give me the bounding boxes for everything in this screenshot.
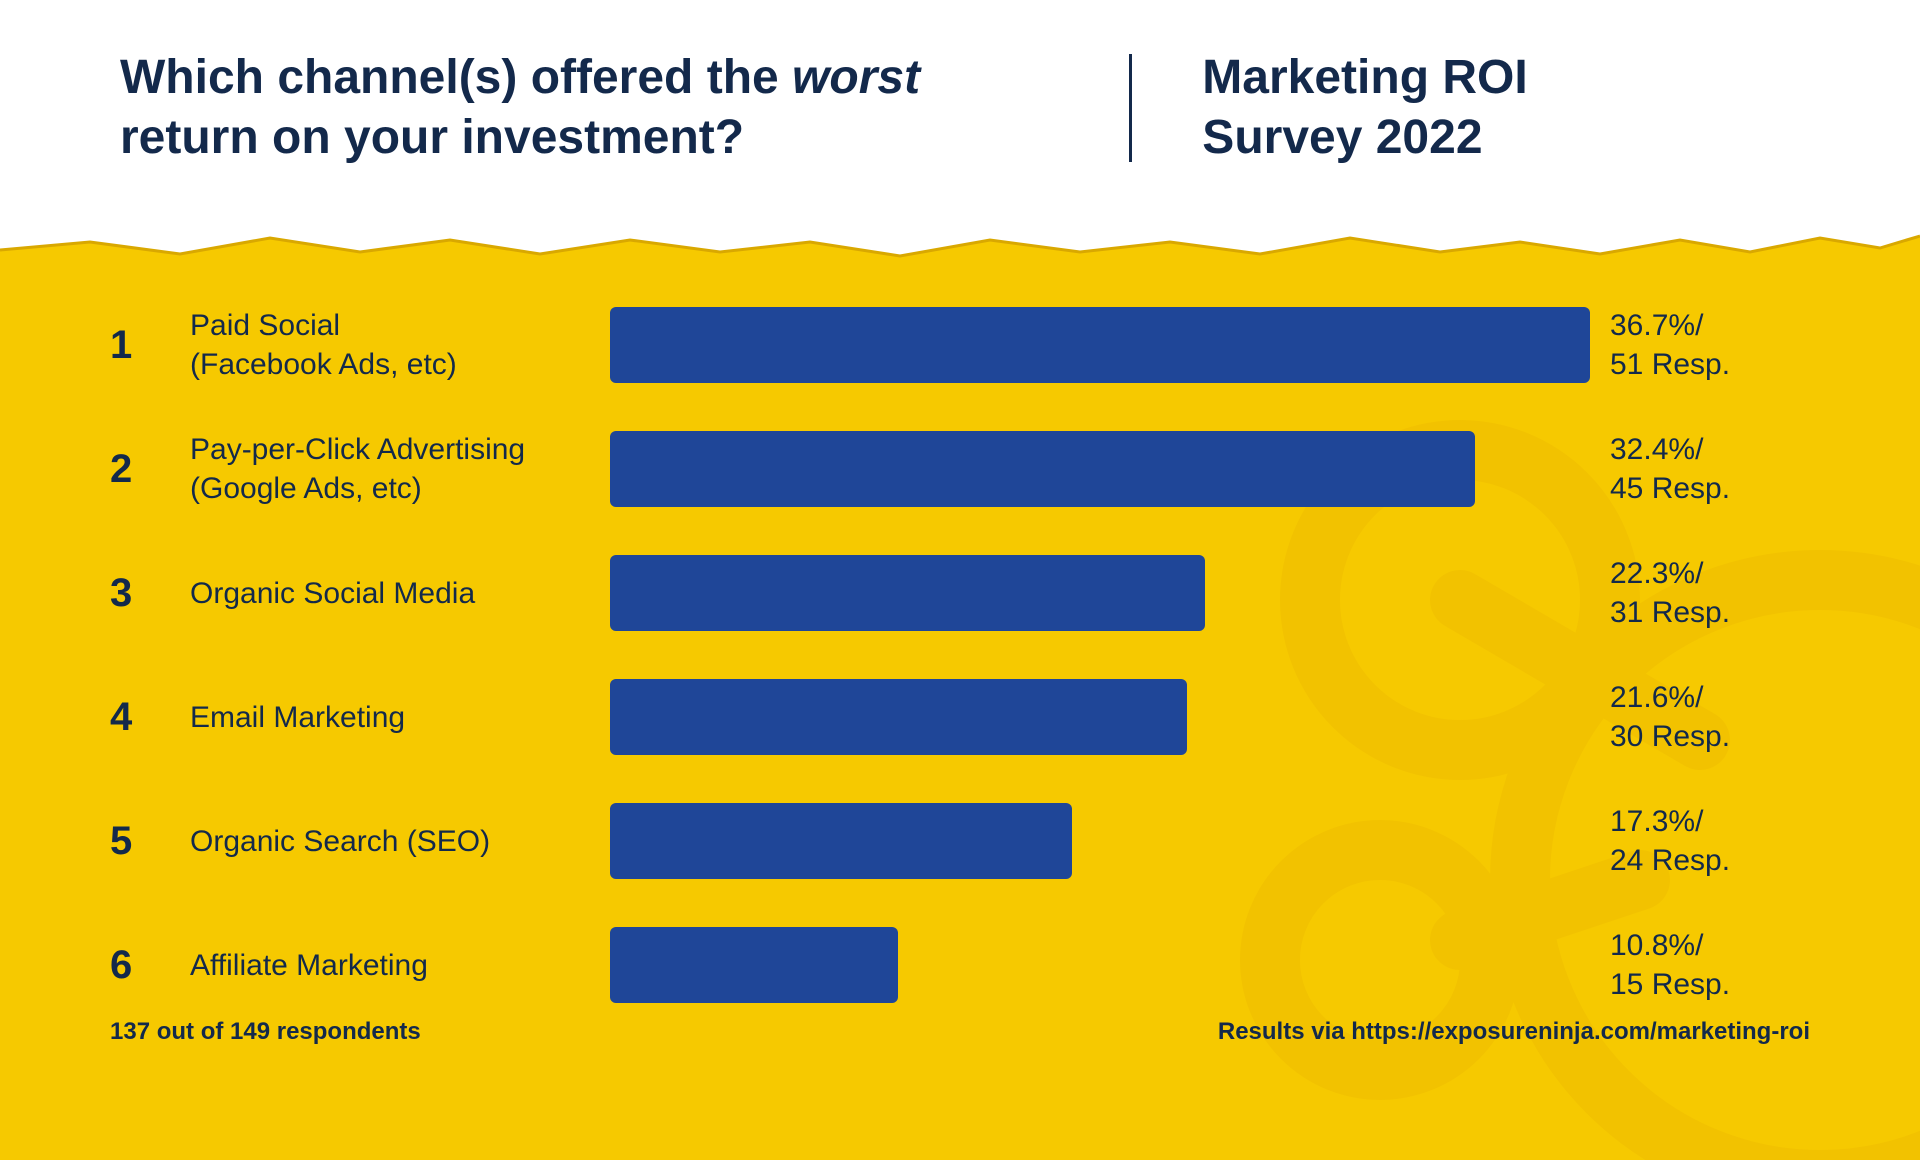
channel-label-line1: Organic Social Media: [190, 577, 475, 610]
rank-number: 5: [110, 819, 170, 864]
value-label: 36.7%/51 Resp.: [1610, 306, 1810, 384]
bar: [610, 927, 898, 1003]
chart-row: 5 Organic Search (SEO) 17.3%/24 Resp.: [110, 802, 1810, 880]
bar: [610, 555, 1205, 631]
channel-label-line2: (Google Ads, etc): [190, 472, 422, 505]
rank-number: 4: [110, 695, 170, 740]
footer: 137 out of 149 respondents Results via h…: [110, 1018, 1810, 1046]
bar: [610, 307, 1590, 383]
question-pre: Which channel(s) offered the: [120, 51, 792, 104]
channel-label-line1: Email Marketing: [190, 701, 405, 734]
header-banner: Which channel(s) offered the worst retur…: [0, 0, 1920, 228]
question-emphasis: worst: [792, 51, 920, 104]
channel-label: Organic Social Media: [190, 574, 590, 613]
rank-number: 1: [110, 323, 170, 368]
bar-track: [610, 307, 1590, 383]
chart-row: 6 Affiliate Marketing 10.8%/15 Resp.: [110, 926, 1810, 1004]
value-label: 22.3%/31 Resp.: [1610, 554, 1810, 632]
channel-label: Email Marketing: [190, 698, 590, 737]
channel-label: Affiliate Marketing: [190, 946, 590, 985]
bar-track: [610, 927, 1590, 1003]
bar: [610, 679, 1187, 755]
chart-row: 2 Pay-per-Click Advertising (Google Ads, e…: [110, 430, 1810, 508]
rank-number: 3: [110, 571, 170, 616]
survey-title-line1: Marketing ROI: [1202, 51, 1527, 104]
survey-title: Marketing ROI Survey 2022: [1132, 48, 1800, 168]
question-post: return on your investment?: [120, 111, 744, 164]
rank-number: 2: [110, 447, 170, 492]
survey-title-line2: Survey 2022: [1202, 111, 1482, 164]
bar-track: [610, 555, 1590, 631]
bar-track: [610, 679, 1590, 755]
bar: [610, 431, 1475, 507]
channel-label-line1: Organic Search (SEO): [190, 825, 490, 858]
value-label: 21.6%/30 Resp.: [1610, 678, 1810, 756]
channel-label: Paid Social (Facebook Ads, etc): [190, 306, 590, 384]
rank-number: 6: [110, 943, 170, 988]
chart-row: 3 Organic Social Media 22.3%/31 Resp.: [110, 554, 1810, 632]
channel-label-line1: Pay-per-Click Advertising: [190, 433, 525, 466]
channel-label-line2: (Facebook Ads, etc): [190, 348, 457, 381]
bar: [610, 803, 1072, 879]
survey-question: Which channel(s) offered the worst retur…: [120, 48, 1129, 168]
channel-label: Pay-per-Click Advertising (Google Ads, et…: [190, 430, 590, 508]
source-note: Results via https://exposureninja.com/ma…: [1218, 1018, 1810, 1046]
value-label: 10.8%/15 Resp.: [1610, 926, 1810, 1004]
channel-label-line1: Affiliate Marketing: [190, 949, 428, 982]
bar-track: [610, 431, 1590, 507]
bar-chart: 1 Paid Social (Facebook Ads, etc) 36.7%/51 …: [0, 266, 1920, 1004]
bar-track: [610, 803, 1590, 879]
channel-label: Organic Search (SEO): [190, 822, 590, 861]
respondents-note: 137 out of 149 respondents: [110, 1018, 421, 1046]
chart-row: 1 Paid Social (Facebook Ads, etc) 36.7%/51 …: [110, 306, 1810, 384]
torn-edge: [0, 228, 1920, 266]
channel-label-line1: Paid Social: [190, 309, 340, 342]
chart-row: 4 Email Marketing 21.6%/30 Resp.: [110, 678, 1810, 756]
value-label: 17.3%/24 Resp.: [1610, 802, 1810, 880]
value-label: 32.4%/45 Resp.: [1610, 430, 1810, 508]
